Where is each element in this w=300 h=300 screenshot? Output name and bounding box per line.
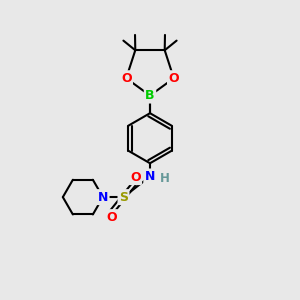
Text: O: O <box>121 72 131 85</box>
Text: N: N <box>145 170 155 183</box>
Text: O: O <box>106 211 117 224</box>
Text: N: N <box>98 190 108 204</box>
Text: S: S <box>119 190 128 204</box>
Text: O: O <box>130 171 141 184</box>
Text: B: B <box>145 89 155 102</box>
Text: O: O <box>169 72 179 85</box>
Text: H: H <box>160 172 170 185</box>
